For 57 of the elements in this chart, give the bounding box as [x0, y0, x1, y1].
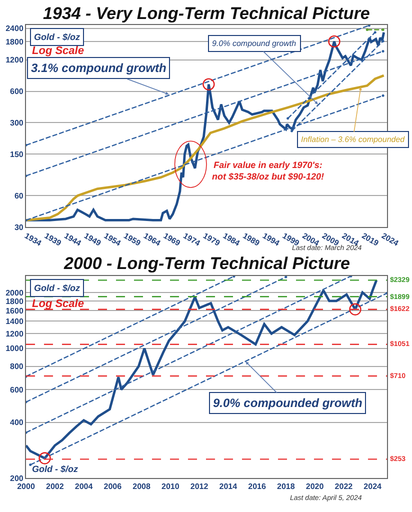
x-tick-label: 1969: [162, 231, 182, 248]
annotation: Inflation – 3.6% compounded: [301, 135, 406, 144]
x-tick-label: 2010: [162, 482, 180, 491]
x-tick-label: 2006: [104, 482, 122, 491]
x-tick-label: 2002: [46, 482, 64, 491]
annotation: 9.0% compounded growth: [213, 396, 362, 410]
x-tick-label: 1959: [122, 231, 143, 248]
x-tick-label: 1979: [202, 231, 222, 248]
x-tick-label: 1939: [42, 231, 64, 248]
chart-title: 2000 - Long-Term Technical Picture: [63, 254, 350, 273]
x-tick-label: 2016: [248, 482, 266, 491]
y-tick-label: 30: [14, 222, 24, 232]
x-tick-label: 2008: [132, 482, 151, 491]
x-tick-label: 2004: [74, 482, 94, 491]
x-tick-label: 1994: [261, 231, 282, 248]
y-tick-label: 600: [10, 385, 24, 394]
x-tick-label: 1934: [23, 231, 44, 248]
y-tick-label: 1800: [6, 296, 24, 306]
x-tick-label: 1964: [142, 231, 162, 248]
x-tick-label: 1949: [82, 231, 103, 248]
y-tick-label: 2000: [6, 288, 24, 298]
y-tick-label: 1000: [6, 344, 24, 354]
annotation: Log Scale: [32, 298, 84, 310]
y-tick-label: 1800: [6, 37, 24, 46]
x-tick-label: 2019: [360, 231, 381, 248]
annotation: Log Scale: [32, 45, 84, 57]
y-tick-label: 400: [10, 418, 24, 428]
annotation: 9.0% compound growth: [212, 39, 297, 48]
annotation: Gold - $/oz: [34, 32, 80, 42]
x-tick-label: 1989: [241, 231, 262, 248]
x-tick-label: 2014: [219, 482, 238, 491]
y-tick-label: 2400: [6, 24, 24, 34]
x-tick-label: 2024: [364, 482, 382, 491]
x-tick-label: 1954: [102, 231, 123, 248]
y-tick-label: 600: [10, 87, 24, 96]
y-tick-label: 150: [10, 150, 24, 159]
x-tick-label: 2020: [306, 482, 324, 491]
x-tick-label: 1944: [62, 231, 84, 248]
y-tick-label: 1200: [6, 56, 24, 65]
annotation: 3.1% compound growth: [31, 61, 166, 75]
x-tick-label: 2012: [190, 482, 209, 491]
x-tick-label: 2018: [277, 482, 296, 491]
y-tick-label: 800: [10, 362, 24, 372]
chart-title: 1934 - Very Long-Term Technical Picture: [43, 4, 370, 23]
x-tick-label: 2022: [334, 482, 354, 491]
annotation: Fair value in early 1970's: not $35-38/oz but $90-120!: [212, 160, 324, 182]
y-tick-label: 60: [14, 192, 24, 201]
y-tick-label: 1600: [6, 306, 24, 316]
annotation: Gold - $/oz: [34, 283, 80, 293]
y-tick-label: 300: [10, 118, 24, 128]
y-tick-label: 200: [10, 474, 24, 483]
x-tick-label: 2024: [380, 231, 400, 248]
y-tick-label: 1400: [6, 317, 24, 326]
y-tick-label: 1200: [6, 329, 24, 338]
x-tick-label: 1984: [221, 231, 242, 248]
x-tick-label: 1974: [182, 231, 202, 248]
annotation: Gold - $/oz: [32, 464, 78, 474]
